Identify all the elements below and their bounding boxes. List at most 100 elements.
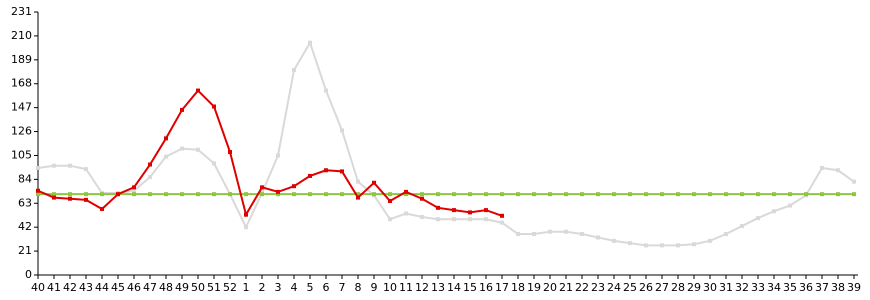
point (68, 192, 72, 197)
point (388, 192, 392, 197)
x-tick-label: 13 (431, 281, 445, 294)
x-tick-label: 10 (383, 281, 397, 294)
x-tick-label: 35 (783, 281, 797, 294)
point (676, 192, 680, 197)
x-tick-label: 14 (447, 281, 461, 294)
point (564, 192, 568, 197)
point (356, 179, 360, 184)
y-tick-label: 105 (11, 148, 32, 161)
point (68, 196, 72, 201)
point (372, 180, 376, 185)
point (692, 242, 696, 247)
x-tick-label: 20 (543, 281, 557, 294)
point (756, 192, 760, 197)
point (308, 173, 312, 178)
point (388, 198, 392, 203)
point (420, 192, 424, 197)
point (84, 192, 88, 197)
point (404, 189, 408, 194)
x-tick-label: 8 (355, 281, 362, 294)
point (196, 192, 200, 197)
point (452, 208, 456, 213)
x-tick-label: 43 (79, 281, 93, 294)
point (468, 217, 472, 222)
y-tick-label: 42 (18, 220, 32, 233)
x-tick-label: 9 (371, 281, 378, 294)
point (52, 192, 56, 197)
y-tick-label: 210 (11, 29, 32, 42)
point (660, 192, 664, 197)
point (836, 192, 840, 197)
series-line (37, 40, 855, 247)
point (676, 243, 680, 248)
point (356, 192, 360, 197)
point (836, 168, 840, 173)
point (308, 40, 312, 45)
x-tick-label: 15 (463, 281, 477, 294)
point (132, 185, 136, 190)
point (260, 185, 264, 190)
point (436, 205, 440, 210)
point (68, 163, 72, 168)
point (36, 165, 40, 170)
point (116, 192, 120, 197)
y-tick-label: 21 (18, 244, 32, 257)
point (468, 192, 472, 197)
point (804, 192, 808, 197)
point (644, 243, 648, 248)
point (548, 229, 552, 234)
x-tick-label: 29 (687, 281, 701, 294)
y-tick-label: 231 (11, 5, 32, 18)
point (164, 192, 168, 197)
point (52, 163, 56, 168)
x-tick-label: 50 (191, 281, 205, 294)
point (452, 217, 456, 222)
point (708, 238, 712, 243)
x-tick-label: 11 (399, 281, 413, 294)
y-tick-label: 84 (18, 172, 32, 185)
x-tick-label: 23 (591, 281, 605, 294)
point (244, 192, 248, 197)
point (36, 188, 40, 193)
point (388, 217, 392, 222)
point (548, 192, 552, 197)
point (132, 188, 136, 193)
x-tick-label: 1 (243, 281, 250, 294)
point (436, 192, 440, 197)
point (500, 220, 504, 225)
point (276, 192, 280, 197)
point (36, 192, 40, 197)
point (292, 68, 296, 73)
x-tick-label: 18 (511, 281, 525, 294)
x-tick-label: 26 (639, 281, 653, 294)
x-tick-label: 4 (291, 281, 298, 294)
x-tick-label: 17 (495, 281, 509, 294)
point (180, 146, 184, 151)
x-tick-label: 6 (323, 281, 330, 294)
x-tick-label: 38 (831, 281, 845, 294)
x-tick-label: 44 (95, 281, 109, 294)
x-tick-label: 40 (31, 281, 45, 294)
x-tick-label: 34 (767, 281, 781, 294)
point (340, 169, 344, 174)
point (420, 214, 424, 219)
point (532, 192, 536, 197)
point (788, 203, 792, 208)
point (532, 232, 536, 237)
x-tick-label: 24 (607, 281, 621, 294)
point (436, 217, 440, 222)
y-tick-label: 63 (18, 196, 32, 209)
point (228, 150, 232, 155)
point (164, 136, 168, 141)
x-tick-label: 51 (207, 281, 221, 294)
x-tick-label: 22 (575, 281, 589, 294)
y-tick-label: 168 (11, 77, 32, 90)
point (100, 206, 104, 211)
point (468, 210, 472, 215)
point (212, 192, 216, 197)
x-tick-label: 36 (799, 281, 813, 294)
point (356, 195, 360, 200)
point (692, 192, 696, 197)
point (740, 224, 744, 229)
